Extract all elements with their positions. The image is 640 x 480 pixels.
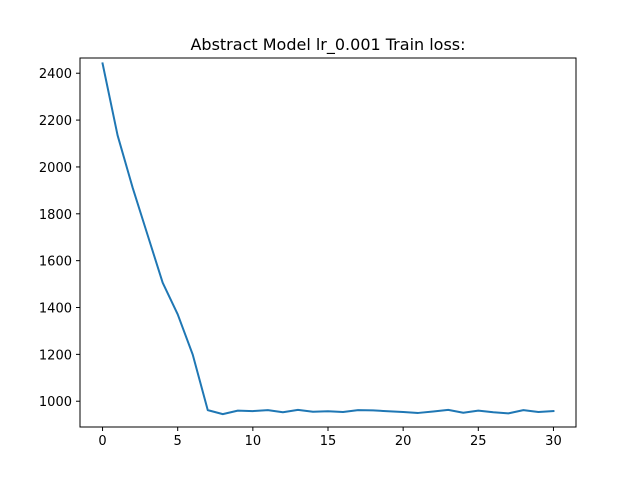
y-axis: 1000 1200 1400 1600 1800 2000 2200 2400 <box>39 67 80 410</box>
y-tick-label: 2200 <box>39 114 72 129</box>
x-tick-label: 0 <box>98 434 106 449</box>
x-tick-label: 30 <box>545 434 562 449</box>
x-tick-label: 15 <box>320 434 337 449</box>
chart-title: Abstract Model lr_0.001 Train loss: <box>190 35 465 55</box>
y-tick-label: 1200 <box>39 348 72 363</box>
y-tick-label: 1400 <box>39 302 72 317</box>
plot-frame <box>79 57 577 428</box>
y-tick-label: 2400 <box>39 67 72 82</box>
x-tick-label: 25 <box>470 434 487 449</box>
series-layer <box>101 62 555 416</box>
x-axis: 0 5 10 15 20 25 30 <box>98 427 562 449</box>
x-tick-label: 5 <box>174 434 182 449</box>
series-line <box>101 62 555 416</box>
y-tick-label: 1600 <box>39 255 72 270</box>
y-tick-label: 1800 <box>39 208 72 223</box>
y-tick-label: 1000 <box>39 395 72 410</box>
x-tick-label: 20 <box>395 434 412 449</box>
x-tick-label: 10 <box>245 434 262 449</box>
y-tick-label: 2000 <box>39 161 72 176</box>
